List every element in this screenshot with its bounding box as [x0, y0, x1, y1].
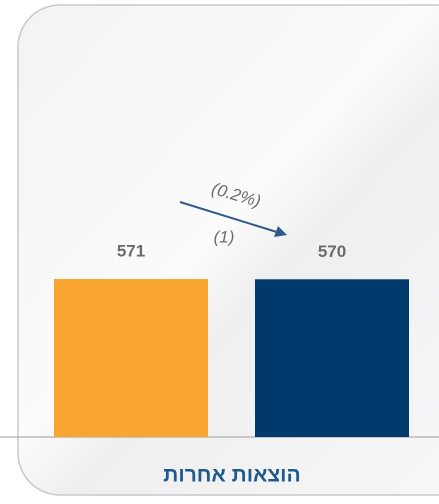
change-arrow [179, 201, 281, 234]
chart-title: הוצאות אחרות [163, 464, 300, 487]
bar [255, 279, 409, 437]
arrow-head [274, 226, 287, 237]
bar [54, 279, 208, 437]
annotation: (1) [214, 227, 235, 246]
value-label: 570 [318, 242, 346, 261]
value-label: 571 [117, 241, 145, 260]
